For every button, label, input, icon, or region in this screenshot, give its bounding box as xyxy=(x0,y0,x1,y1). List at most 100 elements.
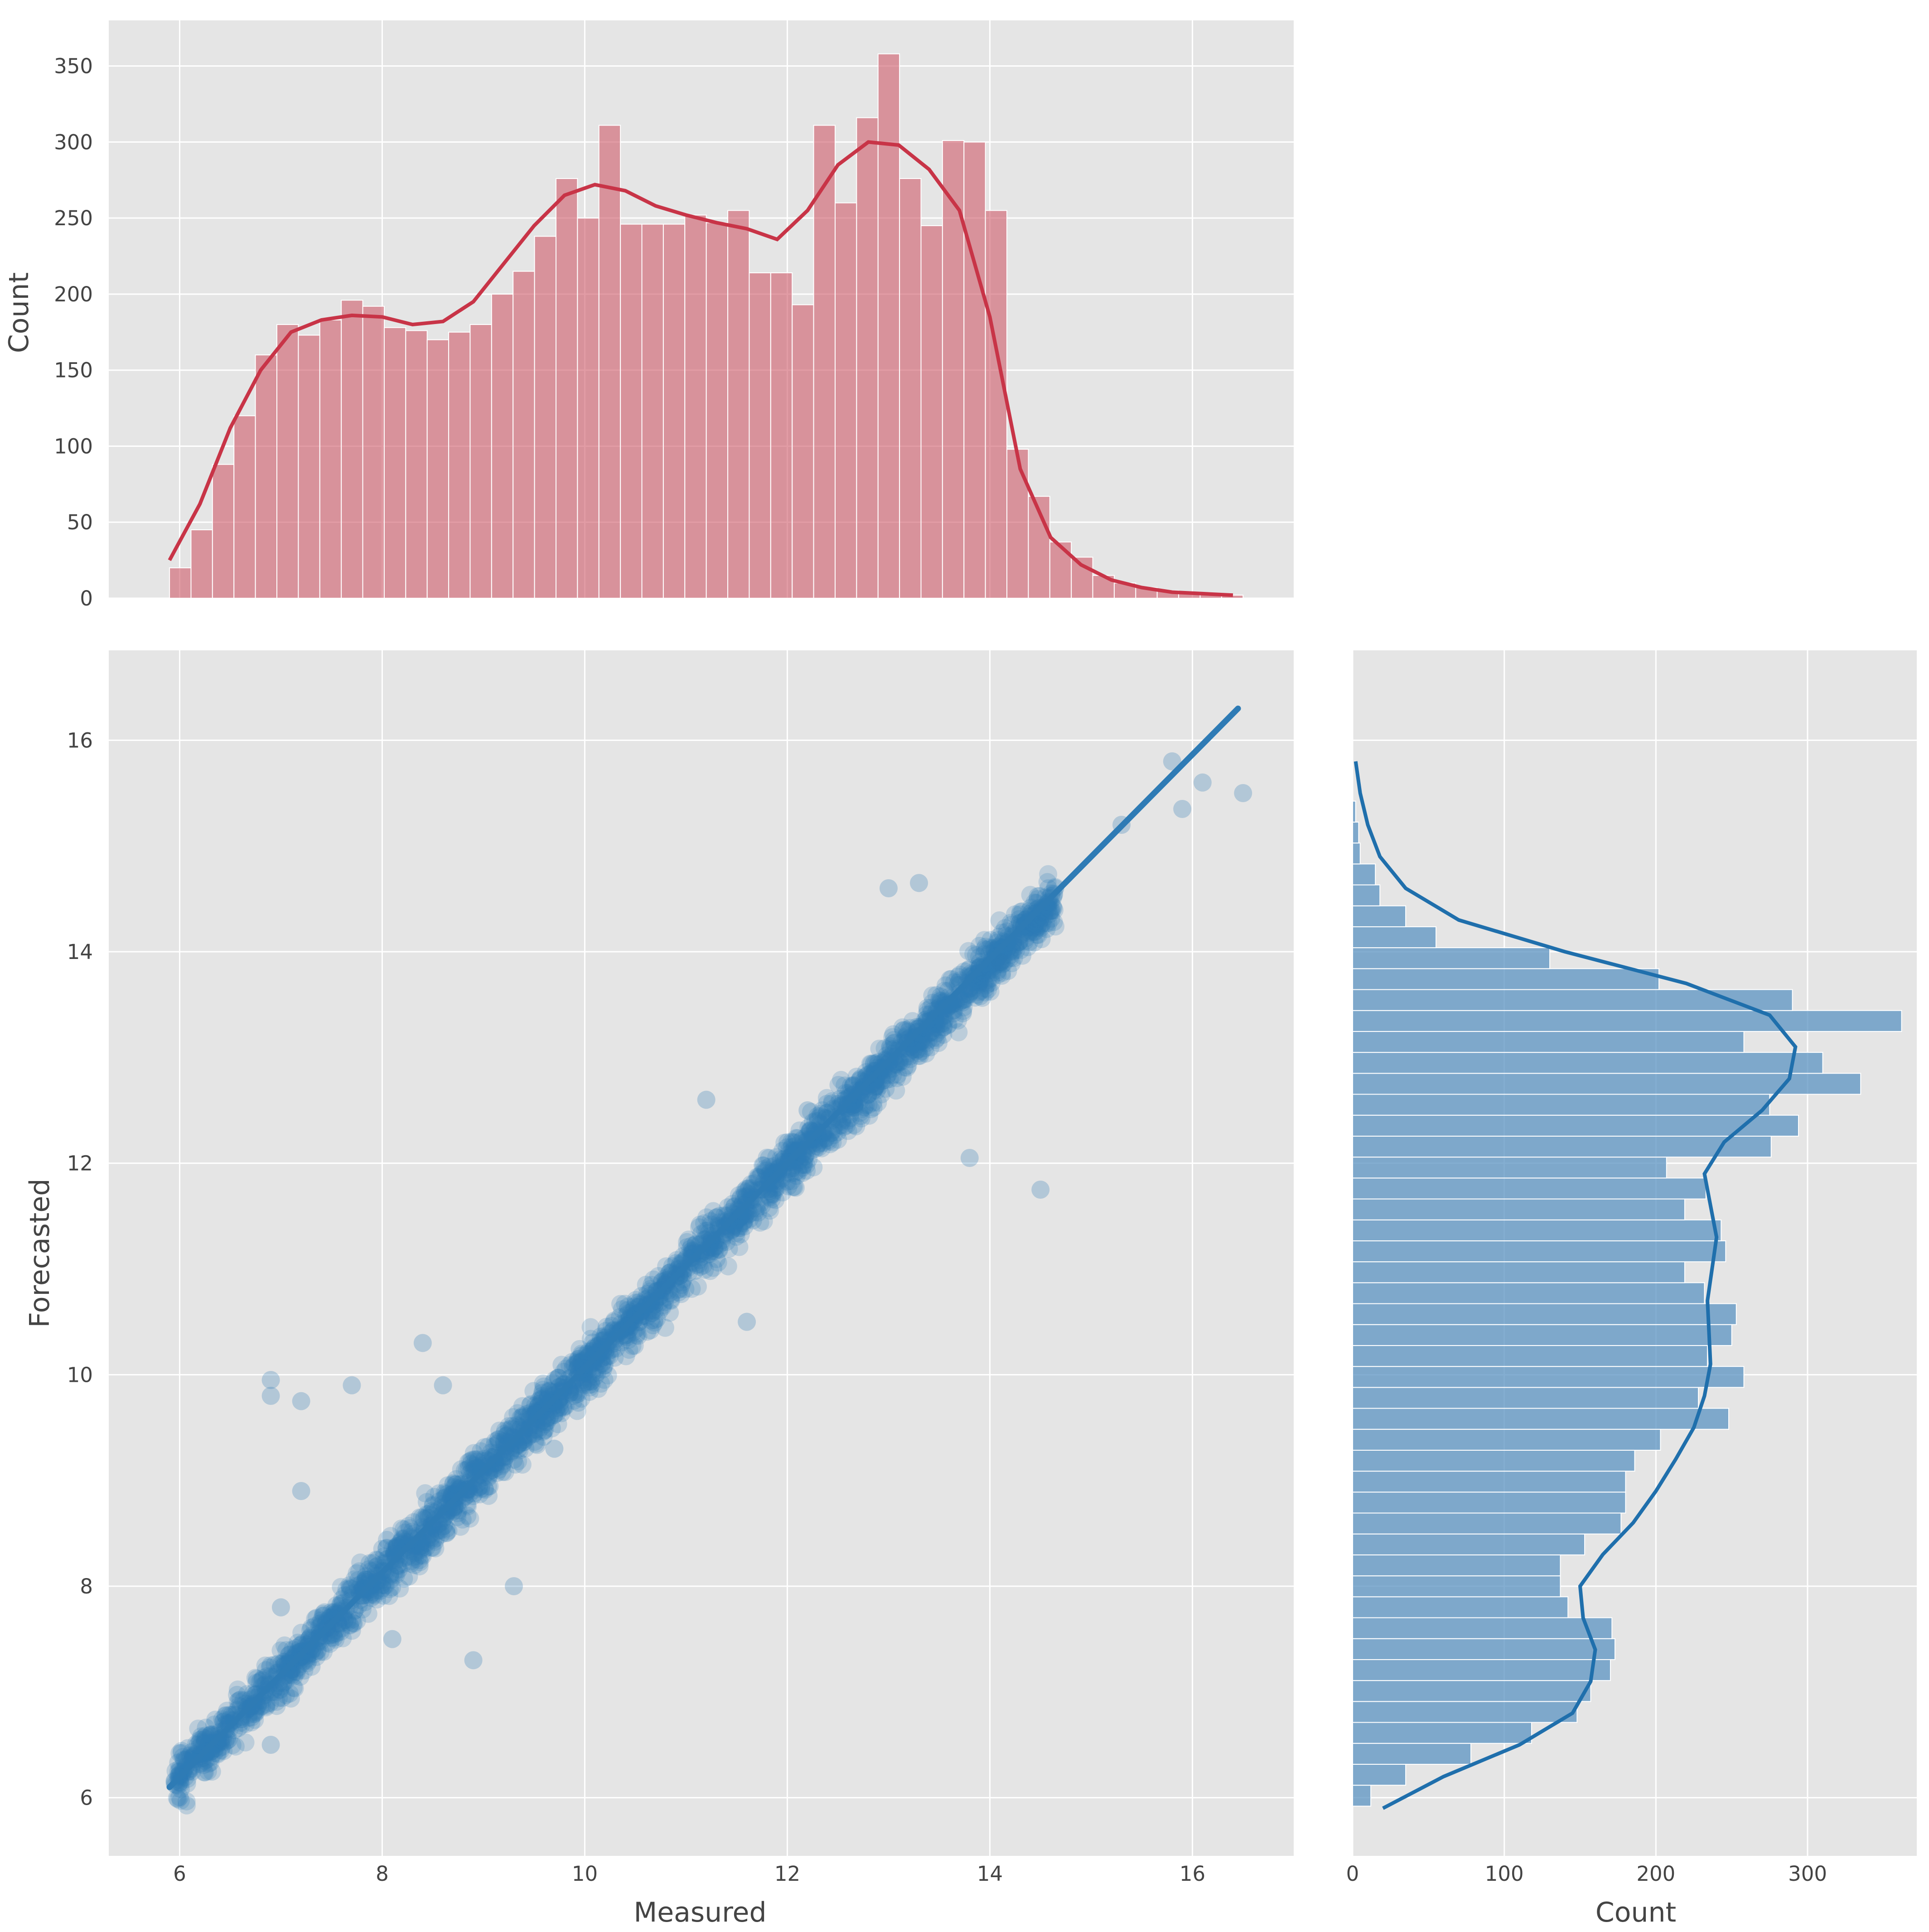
scatter-point xyxy=(503,1417,522,1435)
scatter-point xyxy=(797,1156,816,1174)
scatter-point xyxy=(893,1018,912,1036)
scatter-point xyxy=(341,1578,359,1597)
scatter-point xyxy=(706,1242,724,1260)
right-histogram-bar xyxy=(1352,1387,1699,1409)
scatter-point xyxy=(401,1519,419,1538)
right-histogram-bar xyxy=(1352,1135,1772,1158)
scatter-point xyxy=(763,1165,782,1183)
scatter-point xyxy=(627,1326,646,1345)
right-histogram-bar xyxy=(1352,1743,1472,1765)
scatter-point xyxy=(872,1085,890,1104)
scatter-point xyxy=(530,1391,548,1410)
scatter-point xyxy=(435,1516,454,1535)
scatter-point xyxy=(426,1539,445,1558)
right-histogram-bar xyxy=(1352,821,1359,844)
scatter-point xyxy=(953,991,972,1009)
scatter-point xyxy=(782,1133,801,1151)
scatter-point xyxy=(551,1398,570,1416)
scatter-point xyxy=(447,1470,465,1488)
joint-y-tick-labels: 6 8 10 12 14 16 xyxy=(67,728,93,1810)
scatter-point xyxy=(400,1567,418,1586)
joint-scatter-plot: 6 8 10 12 14 16 6 8 10 12 14 16 Measured Forecaste… xyxy=(24,650,1294,1928)
scatter-point xyxy=(172,1744,191,1762)
joint-x-tick-label: 12 xyxy=(774,1862,800,1886)
scatter-point xyxy=(745,1174,764,1192)
scatter-point xyxy=(763,1184,781,1202)
scatter-point xyxy=(645,1313,663,1332)
scatter-point xyxy=(770,1157,788,1176)
scatter-point xyxy=(461,1509,479,1528)
scatter-point xyxy=(521,1396,539,1414)
top-y-tick-label: 50 xyxy=(67,510,93,534)
scatter-point xyxy=(489,1430,508,1449)
scatter-point xyxy=(668,1281,687,1299)
scatter-point xyxy=(632,1287,651,1305)
scatter-point xyxy=(581,1330,600,1348)
scatter-point xyxy=(793,1164,812,1182)
scatter-point xyxy=(205,1715,223,1734)
scatter-point xyxy=(464,1487,482,1505)
scatter-point xyxy=(779,1177,798,1196)
scatter-point xyxy=(344,1614,363,1633)
scatter-point xyxy=(804,1158,823,1177)
scatter-point xyxy=(1002,954,1021,973)
scatter-point xyxy=(710,1240,729,1259)
scatter-point xyxy=(656,1318,674,1337)
scatter-point xyxy=(261,1656,280,1675)
scatter-point xyxy=(569,1350,587,1369)
scatter-point xyxy=(993,924,1011,942)
scatter-point xyxy=(851,1104,869,1122)
joint-x-tick-label: 14 xyxy=(977,1862,1003,1886)
scatter-point xyxy=(663,1257,682,1275)
scatter-point xyxy=(528,1436,546,1454)
scatter-point xyxy=(282,1660,300,1679)
top-histogram-bar xyxy=(1006,449,1029,599)
scatter-point xyxy=(524,1424,543,1443)
scatter-point xyxy=(821,1135,839,1153)
right-histogram-bar xyxy=(1352,1722,1532,1744)
scatter-point xyxy=(988,965,1007,984)
scatter-outlier-points xyxy=(261,752,1252,1754)
scatter-point xyxy=(823,1094,841,1113)
scatter-point xyxy=(901,1050,919,1068)
right-histogram-bar xyxy=(1352,1533,1586,1555)
top-histogram-bars xyxy=(169,53,1244,599)
scatter-point xyxy=(472,1480,490,1498)
scatter-point xyxy=(749,1168,768,1186)
scatter-point xyxy=(778,1133,797,1152)
scatter-outlier-point xyxy=(697,1090,716,1109)
scatter-point xyxy=(884,1025,903,1044)
scatter-point xyxy=(459,1497,477,1516)
scatter-point xyxy=(574,1376,593,1395)
scatter-point xyxy=(678,1238,696,1256)
scatter-point xyxy=(532,1390,550,1408)
scatter-point xyxy=(846,1081,865,1100)
top-histogram-bar xyxy=(963,141,986,599)
scatter-point xyxy=(577,1373,596,1391)
scatter-point xyxy=(656,1293,674,1312)
scatter-point xyxy=(437,1524,456,1542)
scatter-point xyxy=(475,1438,494,1457)
scatter-point xyxy=(926,1009,944,1028)
scatter-point xyxy=(832,1116,851,1135)
scatter-point xyxy=(711,1206,729,1225)
scatter-point xyxy=(691,1258,710,1276)
top-histogram-bar xyxy=(856,117,879,599)
scatter-point xyxy=(314,1607,332,1625)
scatter-point xyxy=(512,1418,530,1437)
scatter-point xyxy=(880,1070,899,1088)
scatter-point xyxy=(480,1477,499,1496)
scatter-point xyxy=(969,976,988,994)
scatter-point xyxy=(495,1425,513,1443)
scatter-point xyxy=(760,1188,779,1207)
scatter-point xyxy=(817,1089,836,1107)
scatter-point xyxy=(637,1275,655,1294)
scatter-point xyxy=(672,1276,691,1294)
scatter-point xyxy=(837,1099,856,1118)
scatter-point xyxy=(757,1162,775,1180)
scatter-point xyxy=(254,1669,272,1687)
right-histogram-bar xyxy=(1352,1785,1372,1807)
scatter-point xyxy=(627,1293,645,1312)
scatter-point xyxy=(823,1092,841,1110)
scatter-point xyxy=(1032,915,1050,934)
